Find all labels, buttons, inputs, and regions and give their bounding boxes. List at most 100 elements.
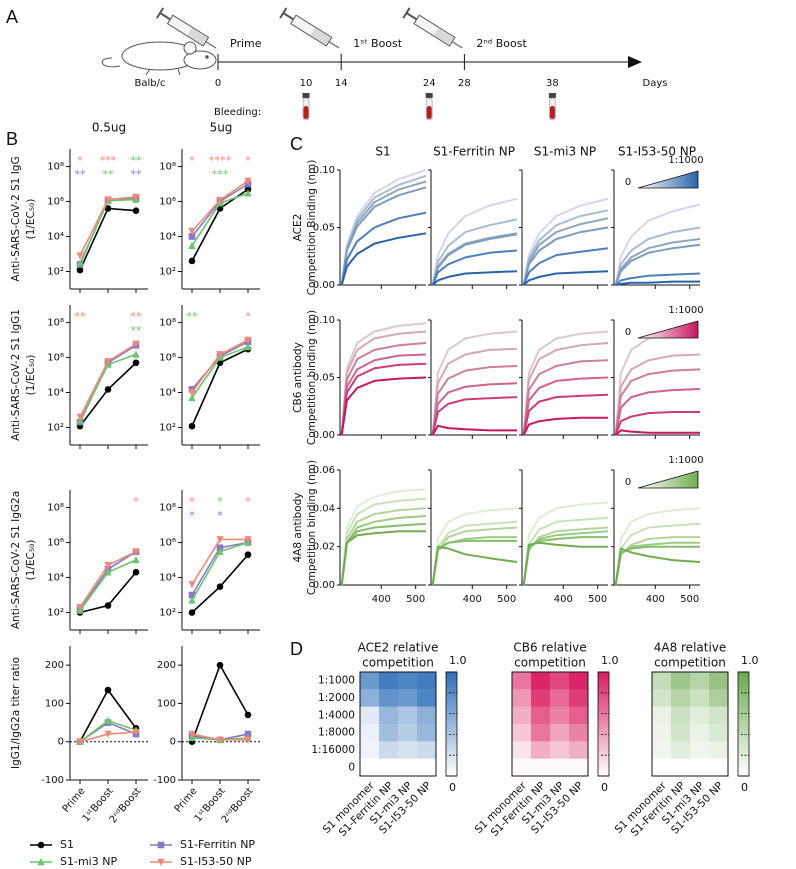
colorbar-label: 0 xyxy=(449,781,456,794)
y-tick-label: 0.02 xyxy=(313,542,335,553)
binding-curve xyxy=(431,347,518,436)
y-tick-label: 0.05 xyxy=(313,223,335,234)
day-label: 10 xyxy=(300,78,313,89)
row-label: 0 xyxy=(348,761,355,773)
heatmap-cell xyxy=(531,689,551,707)
heatmap-cell xyxy=(671,672,691,690)
x-tick-label: 400 xyxy=(372,594,391,605)
y-axis-label: CB6 antibody xyxy=(292,342,304,413)
y-axis-label: ACE2 xyxy=(292,214,304,242)
binding-curve xyxy=(431,218,518,286)
y-axis-label: (1/EC₅₀) xyxy=(25,540,37,581)
y-tick-label: 10⁴ xyxy=(47,388,64,399)
marker xyxy=(132,340,140,348)
binding-curve xyxy=(614,353,701,436)
heatmap-cell xyxy=(512,724,532,742)
y-tick-label: -100 xyxy=(153,775,176,786)
binding-curve xyxy=(614,522,701,586)
needle xyxy=(205,41,217,49)
series-line xyxy=(79,550,137,610)
heatmap-cell xyxy=(569,724,589,742)
significance-label: *** xyxy=(100,154,117,167)
syringe-icon xyxy=(402,7,463,49)
colorbar-label: 0 xyxy=(601,781,608,794)
x-tick-label: 400 xyxy=(463,594,482,605)
binding-curve xyxy=(522,541,608,586)
binding-curve xyxy=(615,429,700,436)
binding-curve xyxy=(522,359,609,436)
marker xyxy=(216,583,224,590)
dilution-high: 1:1000 xyxy=(668,155,703,166)
heatmap-cell xyxy=(690,724,710,742)
binding-curve xyxy=(431,249,518,286)
marker xyxy=(188,609,196,616)
significance-label: ** xyxy=(131,310,143,323)
heatmap-cell xyxy=(531,758,551,777)
row-label: 1:16000 xyxy=(311,744,355,756)
binding-curve xyxy=(522,342,609,436)
heatmap-cell xyxy=(379,724,399,742)
significance-label: ** xyxy=(75,168,87,181)
marker xyxy=(76,259,84,267)
binding-curve xyxy=(522,501,609,586)
colorbar-label: 1.0 xyxy=(449,654,467,667)
binding-curve xyxy=(614,203,701,286)
heatmap-cell xyxy=(550,706,570,725)
heatmap-cell xyxy=(512,672,532,690)
y-axis-label: Anti-SARS-CoV-2 S1 IgG1 xyxy=(10,309,22,441)
y-tick-label: 100 xyxy=(157,698,176,709)
marker xyxy=(216,736,224,744)
heatmap-cell xyxy=(512,706,532,725)
dilution-low: 0 xyxy=(625,177,631,188)
heatmap-cell xyxy=(690,672,710,690)
marker xyxy=(132,568,140,576)
row-label: 1:4000 xyxy=(318,709,355,721)
colorbar xyxy=(737,671,750,777)
heatmap-cell xyxy=(671,758,691,777)
legend-marker xyxy=(157,858,165,866)
plunger xyxy=(405,12,418,21)
marker xyxy=(104,686,112,694)
colorbar-label: 0 xyxy=(741,781,748,794)
day-label: 24 xyxy=(423,78,436,89)
blood-tube-cap xyxy=(425,93,433,98)
marker xyxy=(132,728,140,737)
legend-marker xyxy=(157,841,165,849)
legend-marker xyxy=(37,841,45,849)
binding-curve xyxy=(431,382,518,436)
liquid xyxy=(433,28,454,45)
panel-label: B xyxy=(6,129,18,149)
phase-label: Prime xyxy=(230,37,262,50)
binding-curve xyxy=(340,211,427,286)
chart-title: ACE2 relative xyxy=(358,641,439,655)
dilution-high: 1:1000 xyxy=(668,455,703,466)
binding-curve xyxy=(340,530,426,586)
y-tick-label: -100 xyxy=(41,775,64,786)
heatmap-cell xyxy=(690,706,710,725)
marker xyxy=(104,561,112,570)
y-tick-label: 10⁶ xyxy=(159,197,176,208)
marker xyxy=(132,359,140,367)
y-tick-label: 10⁸ xyxy=(159,162,176,173)
y-tick-label: 100 xyxy=(45,698,64,709)
heatmap-cell xyxy=(569,672,589,690)
binding-curve xyxy=(431,396,518,436)
colorbar xyxy=(597,671,610,777)
marker xyxy=(76,252,84,260)
day-label: 28 xyxy=(458,78,471,89)
strain-label: Balb/c xyxy=(135,78,166,89)
needle xyxy=(451,41,463,49)
y-axis-label: 4A8 antibody xyxy=(292,493,304,563)
significance-label: ** xyxy=(187,310,199,323)
y-tick-label: 10⁸ xyxy=(159,503,176,514)
heatmap-cell xyxy=(531,741,551,759)
y-tick-label: 10⁴ xyxy=(159,573,176,584)
binding-curve xyxy=(522,416,608,436)
binding-curve xyxy=(614,243,701,286)
heatmap-cell xyxy=(550,724,570,742)
marker xyxy=(244,711,252,719)
binding-curve xyxy=(523,270,609,286)
legend-label: S1-I53-50 NP xyxy=(180,855,252,868)
heatmap-cell xyxy=(512,689,532,707)
chart-title: competition xyxy=(362,656,434,670)
